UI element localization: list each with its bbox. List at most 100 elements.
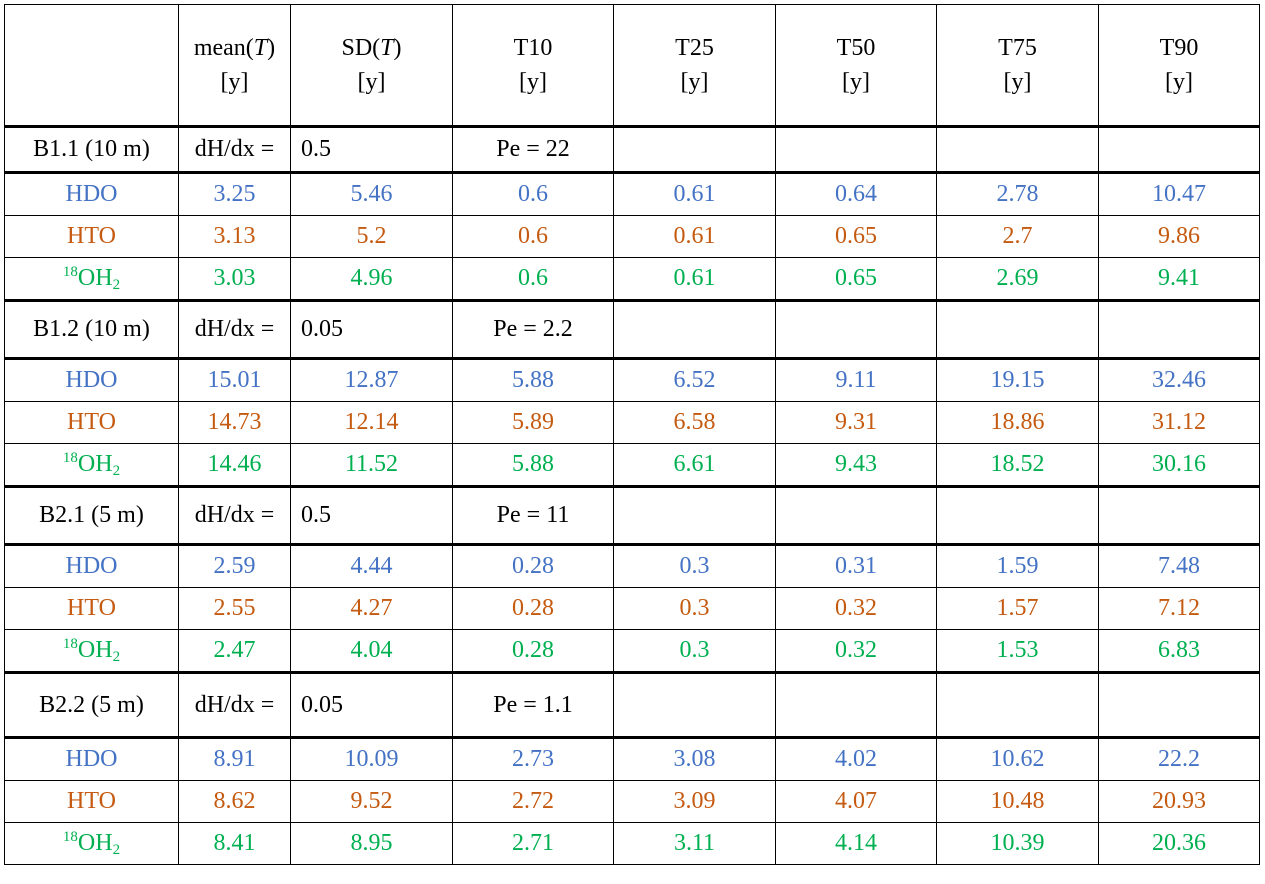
value-cell: 0.6 [452, 215, 614, 258]
value-cell: 6.61 [613, 443, 776, 487]
value-cell: 1.53 [936, 629, 1099, 673]
value-cell: 0.6 [452, 257, 614, 301]
species-label: HDO [4, 171, 179, 216]
value-cell: 8.91 [178, 736, 291, 781]
data-row-hdo: HDO 2.59 4.44 0.28 0.3 0.31 1.59 7.48 [4, 543, 1260, 588]
section-name: B1.2 (10 m) [4, 299, 179, 359]
section-row: B2.1 (5 m) dH/dx = 0.5 Pe = 11 [4, 485, 1260, 545]
species-label: 18OH2 [4, 443, 179, 487]
section-row: B1.2 (10 m) dH/dx = 0.05 Pe = 2.2 [4, 299, 1260, 359]
value-cell: 10.39 [936, 822, 1099, 865]
species-label: 18OH2 [4, 257, 179, 301]
species-label: HTO [4, 215, 179, 258]
value-cell: 14.73 [178, 401, 291, 444]
data-row-hto: HTO 8.62 9.52 2.72 3.09 4.07 10.48 20.93 [4, 780, 1260, 823]
species-label: 18OH2 [4, 822, 179, 865]
value-cell: 0.65 [775, 215, 937, 258]
empty-cell [936, 485, 1099, 545]
value-cell: 2.55 [178, 587, 291, 630]
gradient-label: dH/dx = [178, 671, 291, 738]
peclet-number: Pe = 11 [452, 485, 614, 545]
data-row-oh2: 18OH2 8.41 8.95 2.71 3.11 4.14 10.39 20.36 [4, 822, 1260, 865]
gradient-value: 0.05 [290, 299, 453, 359]
empty-cell [613, 299, 776, 359]
value-cell: 12.14 [290, 401, 453, 444]
empty-cell [1098, 485, 1260, 545]
value-cell: 0.65 [775, 257, 937, 301]
value-cell: 5.89 [452, 401, 614, 444]
value-cell: 0.32 [775, 587, 937, 630]
value-cell: 0.64 [775, 171, 937, 216]
empty-cell [936, 125, 1099, 173]
empty-cell [1098, 125, 1260, 173]
value-cell: 2.7 [936, 215, 1099, 258]
gradient-value: 0.5 [290, 125, 453, 173]
data-row-hto: HTO 3.13 5.2 0.6 0.61 0.65 2.7 9.86 [4, 215, 1260, 258]
value-cell: 2.73 [452, 736, 614, 781]
section-name: B2.1 (5 m) [4, 485, 179, 545]
species-label: HTO [4, 780, 179, 823]
data-row-oh2: 18OH2 3.03 4.96 0.6 0.61 0.65 2.69 9.41 [4, 257, 1260, 301]
value-cell: 5.2 [290, 215, 453, 258]
empty-cell [613, 671, 776, 738]
header-t90: T90 [y] [1098, 4, 1260, 127]
value-cell: 9.11 [775, 357, 937, 402]
header-mean: mean(T) [y] [178, 4, 291, 127]
value-cell: 5.88 [452, 443, 614, 487]
value-cell: 18.86 [936, 401, 1099, 444]
value-cell: 10.62 [936, 736, 1099, 781]
data-row-hdo: HDO 15.01 12.87 5.88 6.52 9.11 19.15 32.46 [4, 357, 1260, 402]
value-cell: 0.61 [613, 215, 776, 258]
peclet-number: Pe = 2.2 [452, 299, 614, 359]
value-cell: 3.09 [613, 780, 776, 823]
value-cell: 0.31 [775, 543, 937, 588]
empty-cell [936, 299, 1099, 359]
value-cell: 0.6 [452, 171, 614, 216]
value-cell: 2.59 [178, 543, 291, 588]
value-cell: 18.52 [936, 443, 1099, 487]
value-cell: 11.52 [290, 443, 453, 487]
gradient-label: dH/dx = [178, 485, 291, 545]
value-cell: 9.52 [290, 780, 453, 823]
transit-time-table: mean(T) [y] SD(T) [y] T10 [y] T25 [y] T50 [y]… [4, 4, 1260, 865]
empty-cell [775, 671, 937, 738]
value-cell: 10.47 [1098, 171, 1260, 216]
header-sd: SD(T) [y] [290, 4, 453, 127]
data-row-hdo: HDO 8.91 10.09 2.73 3.08 4.02 10.62 22.2 [4, 736, 1260, 781]
value-cell: 4.44 [290, 543, 453, 588]
empty-cell [613, 125, 776, 173]
species-label: HDO [4, 543, 179, 588]
header-t50: T50 [y] [775, 4, 937, 127]
value-cell: 8.62 [178, 780, 291, 823]
value-cell: 32.46 [1098, 357, 1260, 402]
species-label: HDO [4, 357, 179, 402]
value-cell: 7.48 [1098, 543, 1260, 588]
peclet-number: Pe = 22 [452, 125, 614, 173]
value-cell: 0.32 [775, 629, 937, 673]
value-cell: 3.11 [613, 822, 776, 865]
value-cell: 19.15 [936, 357, 1099, 402]
value-cell: 9.86 [1098, 215, 1260, 258]
data-row-oh2: 18OH2 14.46 11.52 5.88 6.61 9.43 18.52 30.16 [4, 443, 1260, 487]
value-cell: 0.28 [452, 543, 614, 588]
value-cell: 10.48 [936, 780, 1099, 823]
value-cell: 8.41 [178, 822, 291, 865]
species-label: 18OH2 [4, 629, 179, 673]
value-cell: 30.16 [1098, 443, 1260, 487]
section-name: B1.1 (10 m) [4, 125, 179, 173]
empty-cell [775, 485, 937, 545]
value-cell: 9.41 [1098, 257, 1260, 301]
empty-cell [775, 125, 937, 173]
value-cell: 12.87 [290, 357, 453, 402]
value-cell: 1.57 [936, 587, 1099, 630]
value-cell: 0.28 [452, 629, 614, 673]
value-cell: 2.47 [178, 629, 291, 673]
empty-cell [1098, 671, 1260, 738]
value-cell: 4.27 [290, 587, 453, 630]
value-cell: 1.59 [936, 543, 1099, 588]
gradient-value: 0.05 [290, 671, 453, 738]
value-cell: 3.08 [613, 736, 776, 781]
gradient-label: dH/dx = [178, 125, 291, 173]
value-cell: 0.3 [613, 543, 776, 588]
species-label: HTO [4, 587, 179, 630]
